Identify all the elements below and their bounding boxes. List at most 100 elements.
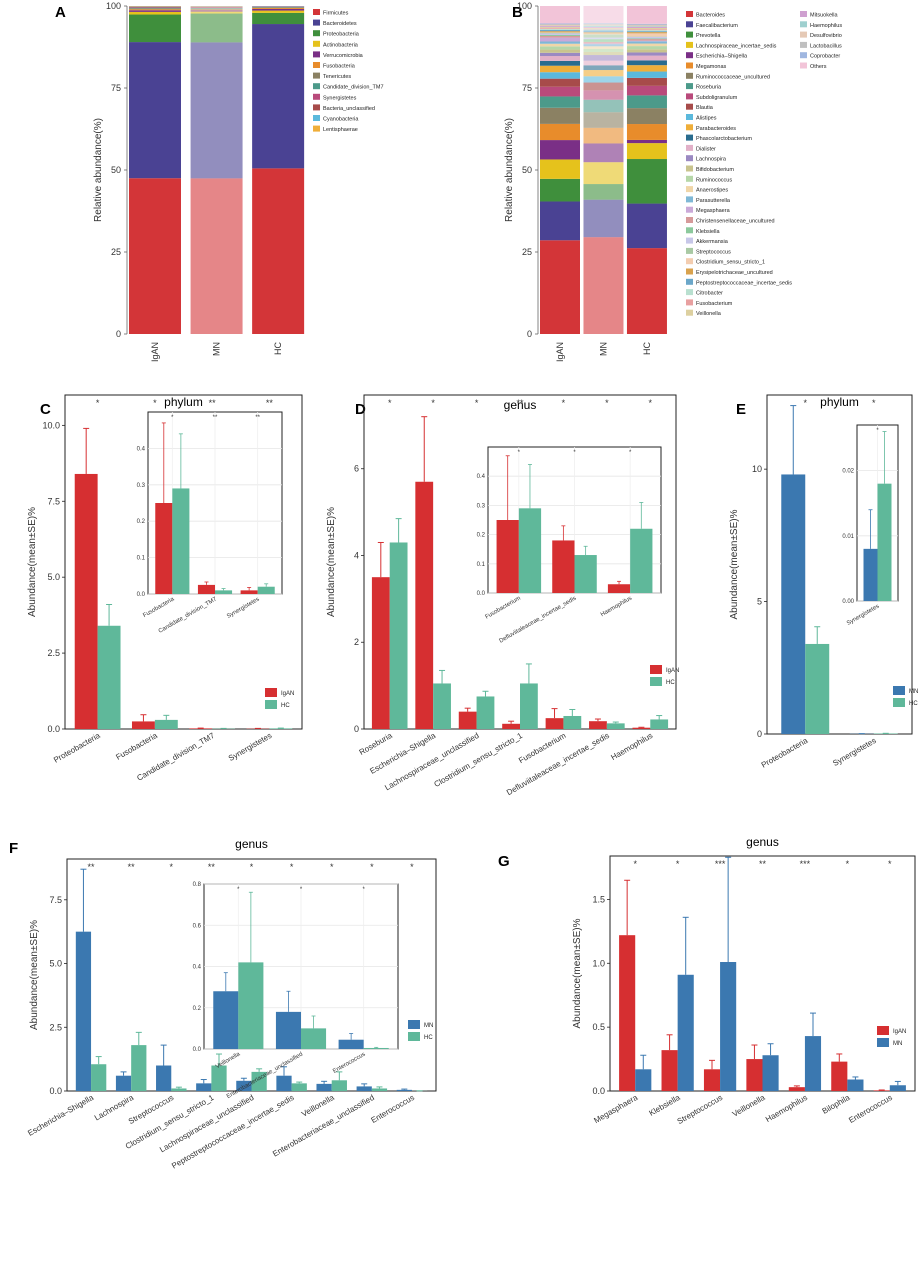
chart-title: phylum bbox=[820, 395, 859, 409]
legend-label: Faecalibacterium bbox=[696, 23, 738, 29]
stack-segment bbox=[190, 7, 243, 8]
inset-bar bbox=[172, 488, 190, 594]
inset-bar bbox=[213, 991, 239, 1049]
legend-swatch bbox=[650, 677, 662, 686]
inset-bar bbox=[301, 1028, 327, 1049]
stack-segment bbox=[540, 41, 580, 44]
stack-segment bbox=[129, 6, 181, 8]
stack-segment bbox=[626, 52, 667, 56]
chart-title: genus bbox=[235, 837, 268, 851]
significance-mark: ** bbox=[266, 398, 274, 408]
legend-swatch bbox=[313, 104, 320, 111]
legend-swatch bbox=[686, 165, 693, 172]
stack-segment bbox=[252, 12, 305, 25]
stack-segment bbox=[190, 8, 243, 10]
stack-segment bbox=[626, 32, 667, 34]
inset-significance-mark: * bbox=[876, 428, 879, 434]
stack-segment bbox=[540, 29, 580, 32]
bar bbox=[788, 1087, 805, 1091]
stack-segment bbox=[583, 48, 624, 52]
bar bbox=[677, 974, 694, 1091]
stack-segment bbox=[190, 7, 243, 9]
stack-segment bbox=[583, 23, 624, 25]
bar bbox=[889, 1085, 906, 1091]
inset-chart: 0.00.10.20.30.4*Fusobacteria**Candidate_… bbox=[137, 411, 283, 635]
y-tick-label: 100 bbox=[106, 1, 121, 11]
inset-bar bbox=[496, 520, 519, 593]
legend-label: Citrobacter bbox=[696, 291, 723, 297]
legend-swatch bbox=[313, 125, 320, 132]
stack-segment bbox=[540, 201, 580, 241]
legend-swatch bbox=[686, 299, 693, 306]
inset-y-tick-label: 0.0 bbox=[193, 1047, 202, 1053]
stack-segment bbox=[190, 42, 243, 179]
bar bbox=[396, 1089, 412, 1091]
legend-label: Streptococcus bbox=[696, 249, 731, 255]
inset-significance-mark: * bbox=[300, 887, 303, 893]
inset-y-tick-label: 0.6 bbox=[193, 923, 202, 929]
legend-label: Cyanobacteria bbox=[323, 117, 359, 123]
inset-significance-mark: * bbox=[629, 450, 632, 456]
stack-segment bbox=[626, 25, 667, 27]
x-tick-label: Bilophila bbox=[821, 1093, 852, 1116]
inset-x-tick-label: Enterococcus bbox=[332, 1052, 366, 1075]
stack-segment bbox=[626, 124, 667, 140]
legend-label: Christensenellaceae_uncultured bbox=[696, 219, 775, 225]
y-tick-label: 0.0 bbox=[49, 1086, 62, 1096]
stack-segment bbox=[583, 32, 624, 34]
legend-swatch bbox=[686, 62, 693, 69]
inset-y-tick-label: 0.4 bbox=[137, 446, 146, 452]
stack-segment bbox=[583, 51, 624, 56]
inset-bar bbox=[363, 1047, 389, 1049]
legend-label: Prevotella bbox=[696, 33, 721, 39]
significance-mark: * bbox=[410, 862, 414, 872]
legend-label: Dialister bbox=[696, 146, 716, 152]
significance-mark: * bbox=[388, 398, 392, 408]
inset-chart: 0.00.10.20.30.4*Fusobacterium*Defluviita… bbox=[477, 446, 662, 645]
legend-label: Coprobacter bbox=[810, 54, 840, 60]
legend-swatch bbox=[800, 11, 807, 17]
y-tick-label: 0 bbox=[757, 729, 762, 739]
y-tick-label: 100 bbox=[517, 1, 532, 11]
legend-label: Bacteroides bbox=[696, 13, 725, 19]
stack-segment bbox=[583, 39, 624, 42]
stack-segment bbox=[626, 60, 667, 66]
x-tick-label: Escherichia–Shigella bbox=[26, 1093, 95, 1138]
significance-mark: * bbox=[250, 862, 254, 872]
bar bbox=[189, 728, 213, 729]
legend-swatch bbox=[265, 688, 277, 697]
stack-segment bbox=[540, 37, 580, 42]
legend-label: Megasphaera bbox=[696, 208, 731, 214]
stack-segment bbox=[583, 46, 624, 49]
stack-segment bbox=[626, 30, 667, 32]
inset-bar bbox=[238, 962, 264, 1049]
legend-label: Subdoligranulum bbox=[696, 95, 738, 101]
stack-segment bbox=[626, 6, 667, 24]
y-tick-label: 2.5 bbox=[49, 1022, 62, 1032]
stack-segment bbox=[190, 6, 243, 8]
bar bbox=[269, 728, 293, 729]
legend-label: Lachnospiraceae_incertae_sedis bbox=[696, 43, 777, 49]
legend-label: Parasutterella bbox=[696, 198, 731, 204]
bar bbox=[154, 719, 178, 729]
stack-segment bbox=[583, 237, 624, 334]
inset-y-tick-label: 0.02 bbox=[842, 469, 854, 475]
inset-significance-mark: ** bbox=[213, 415, 218, 421]
bar bbox=[703, 1069, 721, 1091]
legend-swatch bbox=[686, 258, 693, 265]
stack-segment bbox=[583, 127, 624, 144]
inset-bar bbox=[275, 1011, 301, 1049]
legend-swatch bbox=[686, 52, 693, 59]
bar bbox=[606, 723, 625, 729]
y-tick-label: 1.0 bbox=[592, 958, 605, 968]
significance-mark: *** bbox=[715, 859, 726, 869]
stack-segment bbox=[540, 178, 580, 202]
stack-segment bbox=[583, 34, 624, 38]
x-tick-label: Klebsiella bbox=[647, 1093, 682, 1118]
bar bbox=[331, 1080, 347, 1091]
legend-swatch bbox=[800, 52, 807, 59]
x-tick-label: Veillonella bbox=[731, 1093, 767, 1119]
